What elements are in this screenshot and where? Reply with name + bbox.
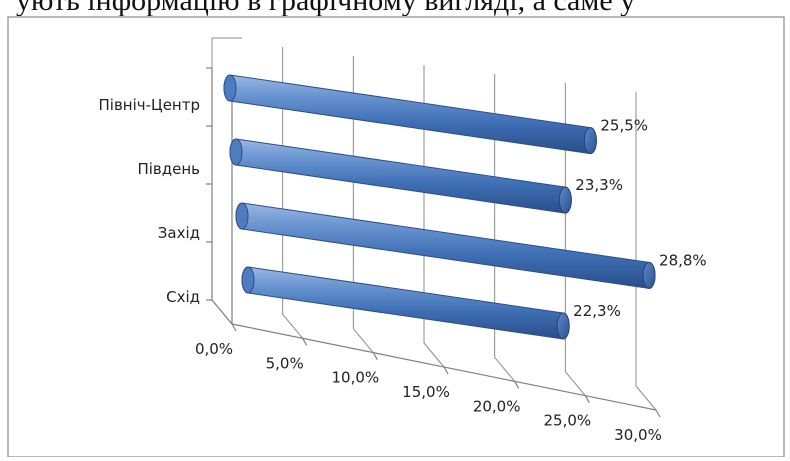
x-tick-label: 15,0% <box>402 383 450 401</box>
bar-body <box>241 266 570 340</box>
x-tick-label: 5,0% <box>266 354 304 372</box>
bar-start-cap <box>241 266 255 294</box>
bar-cap <box>642 261 656 289</box>
bar-Захід <box>235 202 656 289</box>
category-label: Північ-Центр <box>99 96 200 114</box>
bar-Південь <box>229 138 572 214</box>
category-label: Схід <box>166 288 200 306</box>
x-tick <box>584 395 590 403</box>
x-tick-label: 20,0% <box>473 397 521 415</box>
x-tick <box>372 352 378 360</box>
x-tick <box>655 409 661 418</box>
bars <box>223 74 656 340</box>
bar-cap <box>583 127 597 155</box>
x-tick-label: 25,0% <box>544 412 592 430</box>
bar-start-cap <box>223 74 237 102</box>
labels: 0,0% 5,0% 10,0% 15,0% 20,0% 25,0% 30,0% 25,5% Пі… <box>99 96 707 444</box>
x-tick-label: 0,0% <box>195 340 233 358</box>
bar-start-cap <box>235 202 249 230</box>
floor-gridline-15 <box>423 342 445 368</box>
x-tick <box>231 323 237 332</box>
bar-start-cap <box>229 138 243 166</box>
floor-gridline-30 <box>635 385 657 411</box>
x-tick <box>302 338 308 346</box>
data-label: 28,8% <box>659 251 707 269</box>
bar-body <box>229 138 572 214</box>
category-label: Захід <box>158 224 200 242</box>
x-tick <box>443 366 449 375</box>
x-tick-label: 10,0% <box>332 369 380 387</box>
data-label: 23,3% <box>575 176 623 194</box>
bar-body <box>223 74 597 155</box>
category-label: Південь <box>137 160 200 178</box>
floor-gridline-25 <box>564 371 586 396</box>
axes <box>206 67 661 418</box>
data-label: 22,3% <box>573 302 621 320</box>
bar-cap <box>558 186 572 214</box>
floor-gridline-10 <box>352 328 374 353</box>
page-text-fragment: ують інформацію в графічному вигляді, а … <box>0 0 790 16</box>
bar-Схід <box>241 266 570 340</box>
bar-cap <box>556 312 570 340</box>
floor-left-edge <box>211 299 233 325</box>
x-tick <box>514 381 520 389</box>
floor-gridline-20 <box>494 357 516 382</box>
bar-Північ-Центр <box>223 74 597 155</box>
data-label: 25,5% <box>600 117 648 135</box>
floor-gridline-5 <box>282 314 304 339</box>
x-tick-label: 30,0% <box>614 426 662 444</box>
